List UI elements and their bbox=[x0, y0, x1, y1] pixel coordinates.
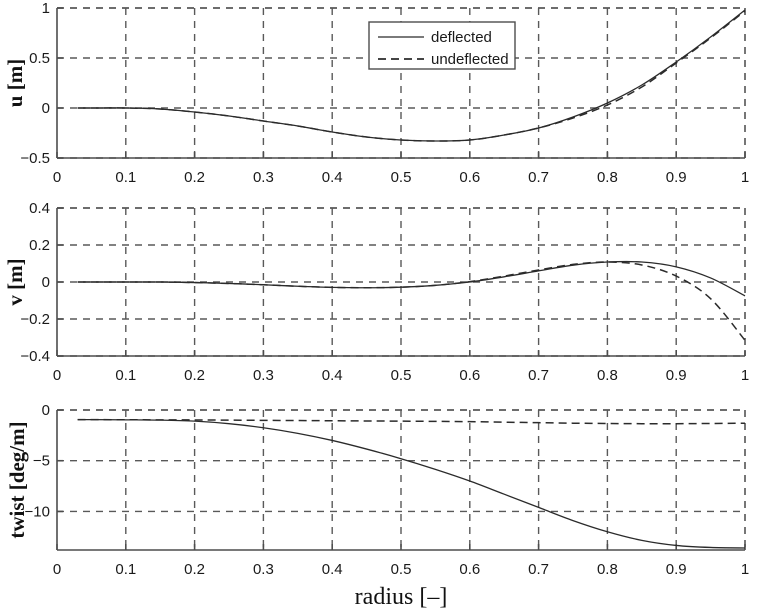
x-tick-label: 0 bbox=[53, 169, 61, 186]
x-tick-label: 0.9 bbox=[666, 169, 687, 186]
x-tick-label: 0.7 bbox=[528, 561, 549, 578]
x-tick-label: 0 bbox=[53, 367, 61, 384]
x-tick-label: 0.6 bbox=[459, 169, 480, 186]
x-tick-label: 0.2 bbox=[184, 367, 205, 384]
y-tick-label: 1 bbox=[42, 0, 50, 17]
x-tick-label: 0.9 bbox=[666, 367, 687, 384]
y-tick-label: −5 bbox=[33, 453, 50, 470]
x-tick-label: 0.3 bbox=[253, 367, 274, 384]
x-tick-label: 0.3 bbox=[253, 561, 274, 578]
y-tick-label: −10 bbox=[25, 503, 50, 520]
series-line-undeflected bbox=[77, 261, 746, 341]
x-tick-label: 0.2 bbox=[184, 561, 205, 578]
x-tick-label: 0.8 bbox=[597, 561, 618, 578]
x-tick-label: 1 bbox=[741, 169, 749, 186]
x-tick-label: 1 bbox=[741, 561, 749, 578]
y-tick-label: −0.2 bbox=[20, 311, 50, 328]
x-tick-label: 0.4 bbox=[322, 169, 343, 186]
y-tick-label: 0 bbox=[42, 274, 50, 291]
series-line-undeflected bbox=[77, 10, 746, 142]
x-tick-label: 0.1 bbox=[115, 169, 136, 186]
x-tick-label: 0.1 bbox=[115, 367, 136, 384]
y-tick-label: 0 bbox=[42, 100, 50, 117]
x-tick-label: 0.7 bbox=[528, 367, 549, 384]
y-tick-label: 0.4 bbox=[29, 200, 50, 217]
x-tick-label: 0.4 bbox=[322, 561, 343, 578]
y-tick-label: 0.2 bbox=[29, 237, 50, 254]
x-tick-label: 0 bbox=[53, 561, 61, 578]
legend-label-undeflected: undeflected bbox=[431, 51, 509, 68]
y-tick-label: −0.5 bbox=[20, 150, 50, 167]
y-axis-label: v [m] bbox=[3, 258, 27, 305]
legend-label-deflected: deflected bbox=[431, 29, 492, 46]
x-tick-label: 0.4 bbox=[322, 367, 343, 384]
x-tick-label: 0.5 bbox=[391, 367, 412, 384]
panel-3: 0 −5 −10 0 0.1 0.2 0.3 0.4 0.5 0.6 0.7 0.8 0.9 1 twist… bbox=[5, 402, 749, 578]
y-tick-label: 0 bbox=[42, 402, 50, 419]
x-tick-label: 0.6 bbox=[459, 561, 480, 578]
panel-2: 0.40.20−0.2−0.40 0.1 0.2 0.3 0.4 0.5 0.6 0.7 0.8… bbox=[3, 200, 749, 384]
series-line-undeflected bbox=[77, 418, 746, 425]
x-tick-label: 0.8 bbox=[597, 367, 618, 384]
y-tick-label: 0.5 bbox=[29, 50, 50, 67]
x-tick-label: 1 bbox=[741, 367, 749, 384]
x-axis-label: radius [–] bbox=[355, 584, 448, 610]
x-tick-label: 0.2 bbox=[184, 169, 205, 186]
x-tick-label: 0.6 bbox=[459, 367, 480, 384]
series-line-deflected bbox=[77, 418, 746, 549]
legend: deflected undeflected bbox=[368, 21, 516, 70]
legend-box bbox=[368, 21, 516, 70]
y-axis-label: u [m] bbox=[3, 59, 27, 107]
x-tick-label: 0.7 bbox=[528, 169, 549, 186]
panel-1: 10.50−0.50 0.1 0.2 0.3 0.4 0.5 0.6 0.7 0.8 0.9 1u … bbox=[3, 0, 749, 186]
x-tick-label: 0.9 bbox=[666, 561, 687, 578]
series-line-deflected bbox=[77, 260, 746, 297]
x-tick-label: 0.5 bbox=[391, 561, 412, 578]
x-tick-label: 0.1 bbox=[115, 561, 136, 578]
y-axis-label: twist [deg/m] bbox=[5, 421, 29, 538]
x-tick-label: 0.8 bbox=[597, 169, 618, 186]
x-tick-label: 0.3 bbox=[253, 169, 274, 186]
x-tick-label: 0.5 bbox=[391, 169, 412, 186]
y-tick-label: −0.4 bbox=[20, 348, 50, 365]
